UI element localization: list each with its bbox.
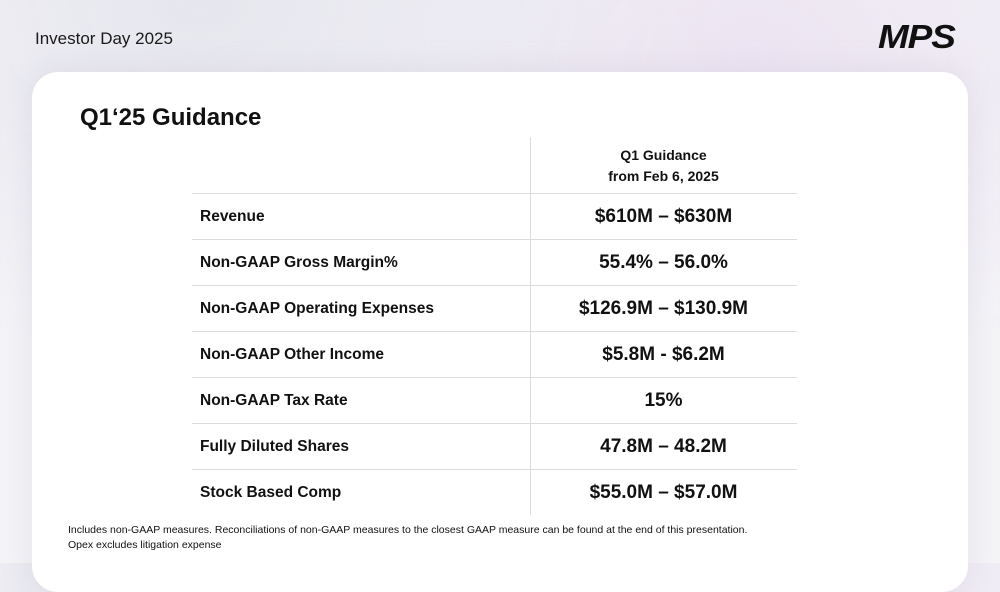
- header-line: from Feb 6, 2025: [608, 168, 719, 184]
- row-value: $55.0M – $57.0M: [589, 482, 738, 503]
- footnote: Includes non-GAAP measures. Reconciliati…: [68, 524, 748, 536]
- row-value: 47.8M – 48.2M: [600, 436, 727, 457]
- footnotes: Includes non-GAAP measures. Reconciliati…: [68, 523, 747, 553]
- row-value: 15%: [644, 390, 683, 411]
- footnote: Opex excludes litigation expense: [68, 539, 222, 551]
- header-line: Q1 Guidance: [620, 147, 707, 163]
- logo: MPS: [878, 18, 956, 55]
- table-row: Stock Based Comp $55.0M – $57.0M: [192, 470, 797, 515]
- row-value: $610M – $630M: [594, 206, 733, 227]
- table-row: Fully Diluted Shares 47.8M – 48.2M: [192, 424, 797, 470]
- row-value: $5.8M - $6.2M: [602, 344, 725, 365]
- column-header: Q1 Guidance from Feb 6, 2025: [530, 145, 797, 187]
- guidance-table: Q1 Guidance from Feb 6, 2025 Revenue $610M…: [192, 137, 797, 515]
- table-header: Q1 Guidance from Feb 6, 2025: [192, 137, 797, 194]
- table-row: Non-GAAP Gross Margin% 55.4% – 56.0%: [192, 240, 797, 286]
- event-name: Investor Day 2025: [35, 29, 173, 48]
- card: [32, 72, 968, 592]
- table-row: Non-GAAP Operating Expenses $126.9M – $13…: [192, 286, 797, 332]
- row-label: Non-GAAP Tax Rate: [200, 392, 348, 409]
- table-row: Non-GAAP Other Income $5.8M - $6.2M: [192, 332, 797, 378]
- row-value: $126.9M – $130.9M: [578, 298, 748, 319]
- row-label: Revenue: [200, 208, 265, 225]
- row-label: Stock Based Comp: [200, 484, 342, 501]
- row-label: Non-GAAP Operating Expenses: [200, 300, 434, 317]
- table-row: Revenue $610M – $630M: [192, 194, 797, 240]
- row-value: 55.4% – 56.0%: [599, 252, 728, 273]
- row-label: Non-GAAP Other Income: [200, 346, 385, 363]
- column-divider: [530, 137, 531, 515]
- table-row: Non-GAAP Tax Rate 15%: [192, 378, 797, 424]
- row-label: Non-GAAP Gross Margin%: [200, 254, 398, 271]
- row-label: Fully Diluted Shares: [200, 438, 350, 455]
- slide-title: Q1‘25 Guidance: [80, 104, 262, 131]
